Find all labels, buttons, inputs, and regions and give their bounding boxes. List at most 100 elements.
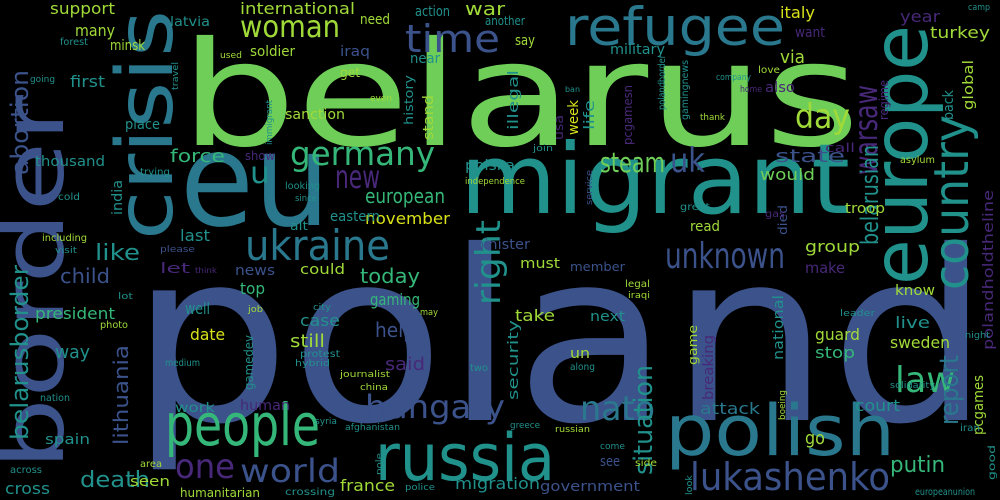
word: russian [555, 425, 590, 435]
word: take [515, 306, 555, 325]
word: member [570, 260, 625, 274]
word: president [35, 304, 115, 323]
word: border [0, 95, 84, 470]
word: boeing [778, 390, 788, 420]
word: belarusian [856, 145, 884, 245]
word: live [895, 313, 930, 332]
word: come [600, 442, 625, 452]
word: international [240, 0, 355, 18]
word: government [540, 479, 641, 495]
word: italy [780, 3, 815, 22]
word: read [690, 219, 720, 235]
word: sanction [285, 107, 345, 123]
word: call [825, 141, 855, 155]
word: eastern [330, 209, 380, 225]
word: top [240, 279, 265, 298]
word: first [70, 72, 105, 91]
word: year [900, 7, 940, 26]
word: along [570, 362, 595, 373]
word: greece [510, 421, 540, 431]
word: week [566, 99, 582, 135]
word: near [410, 51, 440, 67]
word: refugee [565, 0, 785, 58]
word: camp [968, 3, 990, 13]
word: global [961, 60, 977, 110]
word: work [175, 401, 216, 416]
word: illegal [506, 70, 522, 130]
word: france [340, 476, 395, 495]
word: gamingnews [680, 60, 691, 120]
word: thousand [35, 154, 105, 170]
word: photo [100, 320, 128, 331]
word: died [776, 205, 790, 235]
word: like [95, 241, 140, 266]
word: crossing [285, 487, 335, 498]
word: leader [840, 309, 875, 319]
word: support [50, 0, 115, 18]
word: iraqi [628, 291, 650, 301]
word: let [160, 261, 191, 277]
word: day [795, 97, 850, 137]
word: gas [765, 209, 785, 220]
word: unknown [665, 236, 785, 277]
word: iraq [340, 44, 370, 60]
word: join [532, 144, 553, 154]
word: said [385, 354, 425, 375]
word: troop [845, 201, 885, 217]
word: polandborder [657, 54, 668, 110]
word: travel [171, 62, 181, 90]
word: visit [55, 246, 78, 256]
word: asylum [900, 155, 935, 166]
word: one [175, 447, 235, 487]
word: see [600, 454, 620, 470]
word: lithuania [109, 345, 133, 445]
word: national [771, 295, 787, 360]
word: nato [580, 389, 655, 429]
word: pole [375, 452, 385, 475]
word: today [360, 264, 420, 288]
word: afghanistan [345, 423, 400, 433]
word: know [895, 283, 935, 299]
word: independence [465, 177, 525, 187]
word: including [42, 233, 87, 244]
word: hungary [365, 388, 505, 426]
word: show [245, 149, 275, 163]
word: eu [180, 104, 330, 256]
word: medium [165, 358, 200, 369]
word: un [570, 346, 590, 362]
word: belarusborder [6, 265, 34, 440]
word: home [740, 85, 762, 95]
word: ban [565, 85, 580, 94]
word: immigrant [265, 100, 275, 145]
word: right [469, 220, 509, 305]
word: could [300, 262, 345, 278]
word: well [185, 299, 210, 318]
word: group [805, 237, 860, 256]
word: help [375, 318, 415, 342]
word: date [190, 325, 225, 344]
word: report [935, 355, 965, 425]
word: india [110, 180, 126, 215]
word: also [765, 80, 795, 96]
word: child [60, 264, 110, 288]
word: must [520, 256, 561, 272]
word: thank [700, 113, 726, 123]
word: company [716, 73, 752, 83]
word: since [295, 194, 317, 204]
word: going [30, 75, 55, 85]
word: polandholdtheline [981, 190, 997, 350]
word: nation [40, 393, 70, 404]
word: soldier [250, 44, 295, 60]
word: news [235, 263, 275, 279]
word: side [635, 458, 657, 469]
word: minsk [110, 38, 146, 54]
word: polish [665, 390, 895, 472]
word: service [585, 170, 595, 205]
word: war [465, 0, 506, 20]
word: russia [375, 421, 555, 496]
word: new [335, 158, 380, 196]
word: life [582, 100, 598, 130]
word: back [941, 89, 957, 120]
